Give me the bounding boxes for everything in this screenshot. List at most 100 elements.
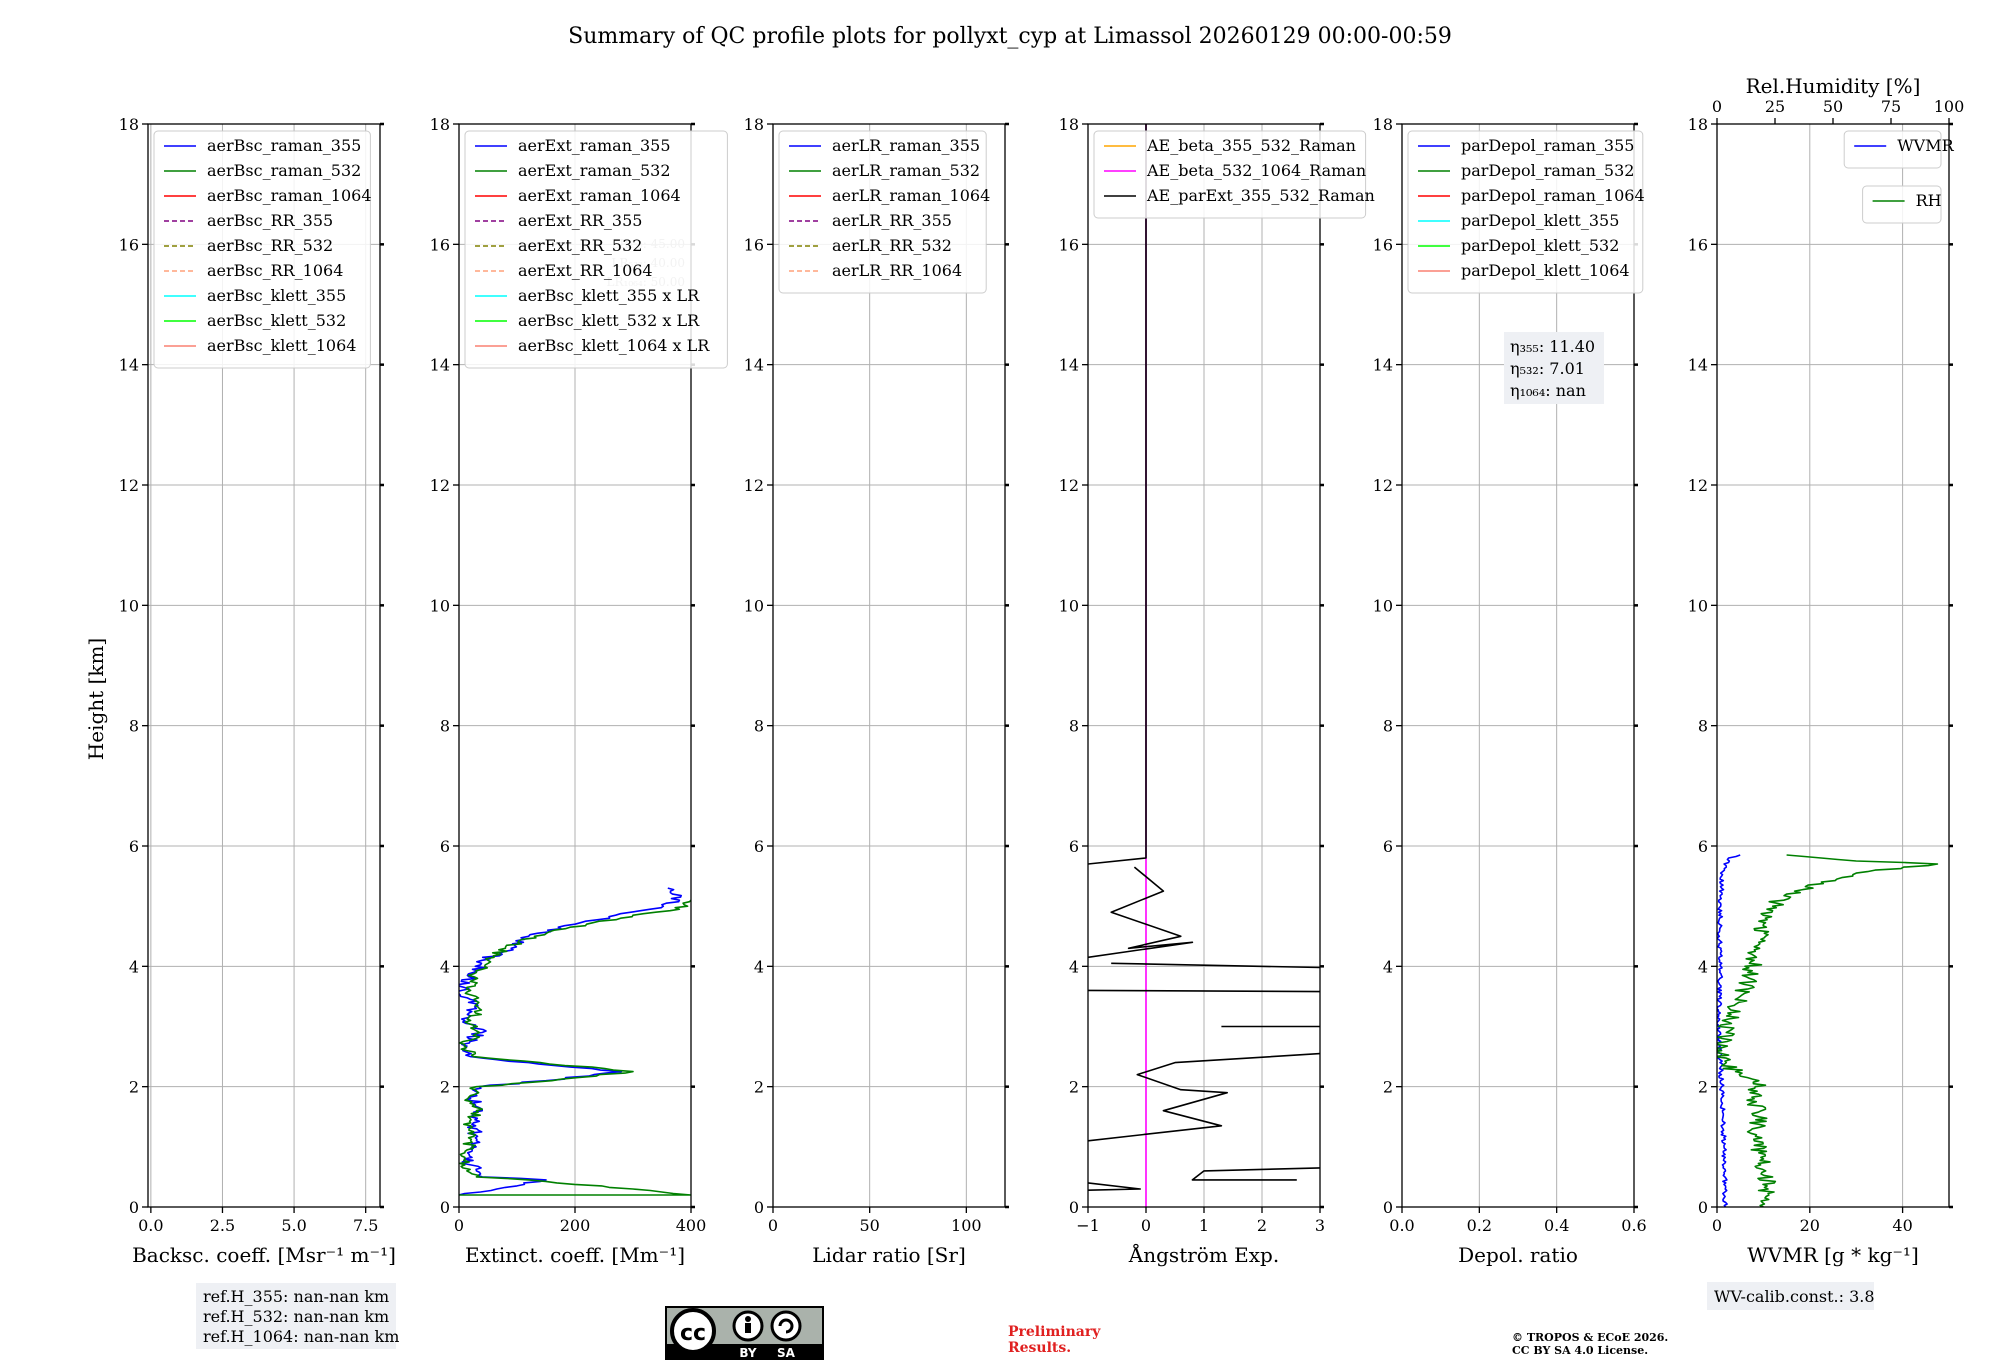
bsc-axes-frame <box>147 123 381 1208</box>
ae-series-line <box>1088 1182 1141 1191</box>
lr-legend-label: aerLR_RR_355 <box>832 211 952 230</box>
bsc-ytick-label: 0 <box>129 1198 139 1217</box>
wv-xlabel: WVMR [g * kg⁻¹] <box>1747 1243 1919 1267</box>
ae-ytick-label: 16 <box>1059 235 1079 254</box>
wv-series <box>1717 854 1939 1207</box>
ext-series <box>459 887 691 1196</box>
ext-ytick-label: 4 <box>440 957 450 976</box>
ae-series-line <box>1088 866 1194 959</box>
lr-legend: aerLR_raman_355 aerLR_raman_532 aerLR_rama… <box>778 130 990 294</box>
dep-ytick-label: 8 <box>1383 717 1393 736</box>
ae-series-line <box>1088 124 1147 865</box>
ae-legend-label: AE_parExt_355_532_Raman <box>1146 186 1375 205</box>
ae-ytick-label: 6 <box>1069 837 1079 856</box>
dep-legend-label: parDepol_klett_1064 <box>1461 261 1630 280</box>
dep-legend-label: parDepol_klett_355 <box>1461 211 1619 230</box>
lr-ytick-label: 12 <box>744 476 764 495</box>
bsc-legend-label: aerBsc_RR_355 <box>207 211 333 230</box>
ext-ytick-label: 12 <box>430 476 450 495</box>
wv-xtick-label: 20 <box>1800 1216 1820 1235</box>
dep-ytick-label: 2 <box>1383 1078 1393 1097</box>
ext-series-line <box>459 899 691 1196</box>
ext-ytick-label: 2 <box>440 1078 450 1097</box>
ext-xtick-label: 0 <box>454 1216 464 1235</box>
wv-legend: WVMR <box>1843 130 1955 169</box>
lr-ytick-label: 16 <box>744 235 764 254</box>
wv-ytick-label: 6 <box>1698 837 1708 856</box>
ae-xtick-label: 0 <box>1141 1216 1151 1235</box>
bsc-ytick-label: 2 <box>129 1078 139 1097</box>
ae-grid <box>1087 123 1321 1208</box>
ext-legend-label: aerBsc_klett_1064 x LR <box>518 336 710 355</box>
ext-xtick-label: 200 <box>560 1216 591 1235</box>
dep-ytick-label: 16 <box>1373 235 1393 254</box>
ae-xtick-label: 1 <box>1199 1216 1209 1235</box>
cc-license-badge: cc BY SA <box>665 1306 824 1360</box>
wv-xtick-label: 40 <box>1892 1216 1912 1235</box>
dep-legend-label: parDepol_raman_532 <box>1461 161 1634 180</box>
bsc-ytick-label: 16 <box>119 235 139 254</box>
ae-legend: AE_beta_355_532_Raman AE_beta_532_1064_Ra… <box>1093 130 1375 219</box>
bsc-legend-label: aerBsc_raman_1064 <box>207 186 372 205</box>
wv-grid <box>1716 123 1949 1208</box>
dep-eta-note: η₃₅₅: 11.40 <box>1510 337 1595 356</box>
panel-dep: 0 2 4 6 8 10 12 14 16 18 0.0 0.2 0.4 0.6 Depol. ratio p… <box>1373 115 1647 1267</box>
ext-legend-label: aerBsc_klett_532 x LR <box>518 311 700 330</box>
dep-legend-label: parDepol_raman_355 <box>1461 136 1634 155</box>
dep-ytick-label: 6 <box>1383 837 1393 856</box>
sa-sharealike-icon <box>770 1310 802 1342</box>
lr-ytick-label: 4 <box>754 957 764 976</box>
lr-ytick-label: 10 <box>744 596 764 615</box>
bsc-xtick-label: 0.0 <box>138 1216 163 1235</box>
dep-legend-label: parDepol_raman_1064 <box>1461 186 1645 205</box>
copyright-line-2: CC BY SA 4.0 License. <box>1512 1344 1648 1357</box>
ref-height-355: ref.H_355: nan-nan km <box>203 1287 389 1306</box>
ext-ytick-label: 6 <box>440 837 450 856</box>
ext-ytick-label: 0 <box>440 1198 450 1217</box>
panel-bsc: 0 2 4 6 8 10 12 14 16 18 0.0 2.5 5.0 7.5 Backsc. coeff… <box>119 115 396 1267</box>
ae-series-line <box>1088 1052 1320 1142</box>
ae-legend-label: AE_beta_532_1064_Raman <box>1146 161 1366 180</box>
lr-ytick-label: 18 <box>744 115 764 134</box>
ae-ytick-label: 14 <box>1059 356 1079 375</box>
ext-legend: aerExt_raman_355 aerExt_raman_532 aerExt_r… <box>464 130 728 369</box>
ae-ytick-label: 10 <box>1059 596 1079 615</box>
ext-ytick-label: 14 <box>430 356 450 375</box>
bsc-xtick-label: 5.0 <box>281 1216 306 1235</box>
bsc-legend-label: aerBsc_raman_355 <box>207 136 361 155</box>
by-badge-text: BY <box>739 1346 756 1360</box>
bsc-ytick-label: 14 <box>119 356 139 375</box>
wv-legend-2: RH <box>1862 185 1942 224</box>
ext-ytick-label: 8 <box>440 717 450 736</box>
wv-ytick-label: 18 <box>1688 115 1708 134</box>
bsc-legend: aerBsc_raman_355 aerBsc_raman_532 aerBsc_r… <box>153 130 372 369</box>
wv-series-line <box>1717 854 1939 1207</box>
lr-legend-label: aerLR_raman_532 <box>832 161 980 180</box>
lr-legend-label: aerLR_RR_532 <box>832 236 952 255</box>
dep-ytick-label: 10 <box>1373 596 1393 615</box>
ae-ytick-label: 18 <box>1059 115 1079 134</box>
wv-calib-text: WV-calib.const.: 3.8 <box>1714 1287 1875 1306</box>
wv-xtick-label: 0 <box>1712 1216 1722 1235</box>
dep-ytick-label: 4 <box>1383 957 1393 976</box>
panel-lr: 0 2 4 6 8 10 12 14 16 18 0 50 100 Lidar ratio [Sr] aer… <box>744 115 1009 1267</box>
wv-ytick-label: 16 <box>1688 235 1708 254</box>
ae-series-line <box>1111 962 1320 969</box>
ext-legend-label: aerExt_RR_1064 <box>518 261 653 280</box>
lr-ytick-label: 8 <box>754 717 764 736</box>
ae-ytick-label: 12 <box>1059 476 1079 495</box>
lr-xtick-label: 0 <box>768 1216 778 1235</box>
wv-top-xlabel: Rel.Humidity [%] <box>1746 74 1921 98</box>
ae-xtick-label: 2 <box>1257 1216 1267 1235</box>
ae-xtick-label: −1 <box>1076 1216 1100 1235</box>
dep-axes-frame <box>1401 123 1635 1208</box>
ae-ytick-label: 4 <box>1069 957 1079 976</box>
ref-height-532: ref.H_532: nan-nan km <box>203 1307 389 1326</box>
lr-axes-frame <box>772 123 1006 1208</box>
dep-ytick-label: 0 <box>1383 1198 1393 1217</box>
figure-title: Summary of QC profile plots for pollyxt_… <box>568 24 1452 49</box>
preliminary-note: Preliminary Results. <box>1008 1324 1101 1356</box>
dep-ytick-label: 18 <box>1373 115 1393 134</box>
wv-ytick-label: 2 <box>1698 1078 1708 1097</box>
